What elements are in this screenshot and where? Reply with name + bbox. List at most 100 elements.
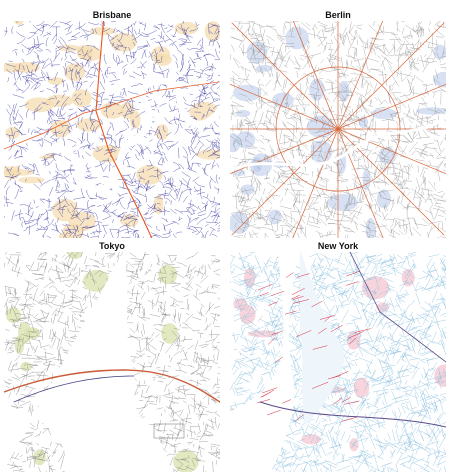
street [127, 270, 138, 276]
street [108, 252, 116, 259]
street [206, 424, 213, 428]
street [444, 210, 446, 212]
street [245, 139, 256, 148]
street [268, 188, 273, 195]
street [405, 40, 410, 45]
street [46, 303, 53, 309]
street [42, 332, 43, 340]
street [420, 21, 423, 24]
street [157, 352, 160, 356]
street [174, 418, 179, 421]
street [14, 403, 18, 406]
street [21, 58, 25, 63]
street [103, 256, 105, 260]
street [141, 389, 144, 398]
street [290, 211, 292, 217]
street [123, 111, 134, 117]
street [170, 442, 181, 447]
street [132, 285, 135, 291]
street [433, 78, 441, 85]
street [190, 269, 193, 273]
street [11, 376, 20, 381]
street [334, 79, 346, 89]
street [133, 302, 142, 305]
street [102, 28, 111, 33]
street [154, 40, 164, 43]
street [187, 298, 189, 310]
street [72, 234, 76, 238]
street [421, 392, 432, 400]
river [230, 114, 446, 173]
street [417, 165, 419, 173]
street [31, 69, 33, 78]
street [277, 166, 287, 176]
street [109, 144, 116, 149]
street [34, 84, 42, 90]
street [328, 166, 333, 171]
street [138, 380, 140, 387]
street [361, 454, 376, 462]
street [265, 45, 273, 49]
street [383, 213, 388, 221]
street [292, 361, 299, 376]
street [428, 254, 440, 258]
street [48, 98, 55, 100]
street [79, 228, 84, 238]
street [437, 171, 441, 182]
street [322, 420, 328, 422]
land-use-area [155, 124, 169, 140]
street [418, 194, 422, 208]
street [409, 423, 414, 429]
street [182, 42, 186, 45]
street [139, 33, 150, 37]
street [362, 225, 371, 229]
street [206, 286, 209, 291]
street [25, 292, 28, 299]
street [218, 203, 220, 205]
street [178, 190, 183, 202]
street [423, 167, 429, 170]
street [86, 37, 88, 41]
street [112, 99, 124, 102]
street [212, 284, 219, 286]
street [122, 100, 129, 109]
street [341, 70, 347, 79]
street [251, 230, 259, 238]
street [198, 74, 201, 79]
street [258, 56, 270, 60]
street [61, 300, 73, 304]
street [307, 94, 321, 96]
street [280, 55, 283, 60]
street [339, 104, 342, 111]
street [80, 132, 84, 145]
street [163, 422, 166, 434]
street [175, 433, 179, 442]
street [353, 151, 357, 158]
street [34, 354, 44, 361]
street [427, 43, 430, 49]
street [12, 176, 18, 178]
street [143, 217, 151, 219]
street [56, 310, 64, 314]
street [162, 142, 169, 150]
street [353, 298, 366, 307]
street [72, 144, 76, 148]
street [418, 341, 421, 348]
street [6, 168, 11, 171]
street [435, 302, 444, 306]
street [103, 234, 106, 238]
street [117, 216, 122, 218]
street [355, 24, 363, 27]
street [56, 205, 68, 211]
street [39, 451, 44, 458]
radial-road [230, 128, 339, 175]
street [216, 351, 219, 361]
street [263, 120, 266, 126]
street [144, 395, 152, 406]
street [298, 183, 305, 188]
street [36, 103, 41, 111]
street [291, 105, 299, 107]
street [328, 415, 331, 422]
street [98, 137, 104, 140]
street [435, 69, 439, 79]
